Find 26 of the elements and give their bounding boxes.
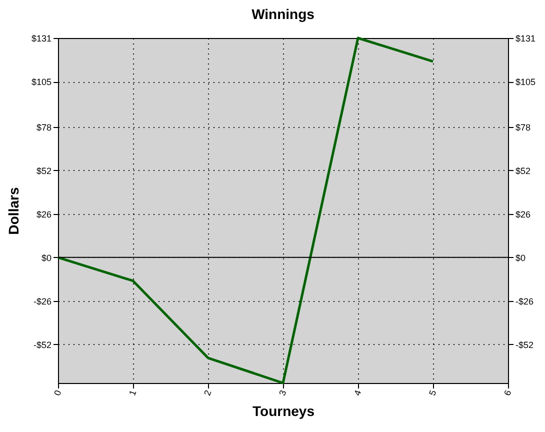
y-axis-title: Dollars — [5, 187, 22, 235]
x-axis-title: Tourneys — [252, 402, 315, 419]
x-tick-label: 6 — [502, 388, 514, 397]
y-tick-label: $131 — [31, 34, 52, 44]
y2-tick-label: $26 — [516, 209, 531, 220]
x-tick-label: 5 — [427, 388, 438, 397]
y-tick-label: -$52 — [33, 340, 52, 350]
x-tick-label: 1 — [127, 388, 138, 397]
x-tick-label: 3 — [277, 388, 288, 397]
y-tick-label: $78 — [36, 122, 52, 132]
y-tick-label: $105 — [31, 77, 52, 88]
chart-title: Winnings — [252, 6, 315, 22]
y-tick-label: $0 — [41, 252, 52, 263]
y2-tick-label: $52 — [516, 166, 531, 176]
x-tick-label: 2 — [202, 388, 214, 397]
y-tick-label: $26 — [36, 209, 52, 220]
y2-tick-label: $131 — [516, 34, 536, 44]
x-tick-label: 0 — [52, 388, 64, 397]
y2-tick-label: -$26 — [516, 296, 534, 306]
x-tick-label: 4 — [352, 388, 364, 397]
y-tick-label: $52 — [36, 166, 52, 176]
y2-tick-label: -$52 — [516, 340, 534, 350]
y2-tick-label: $105 — [516, 77, 536, 88]
y2-tick-label: $78 — [516, 122, 531, 132]
y-tick-label: -$26 — [33, 296, 52, 306]
y2-tick-label: $0 — [516, 252, 526, 263]
